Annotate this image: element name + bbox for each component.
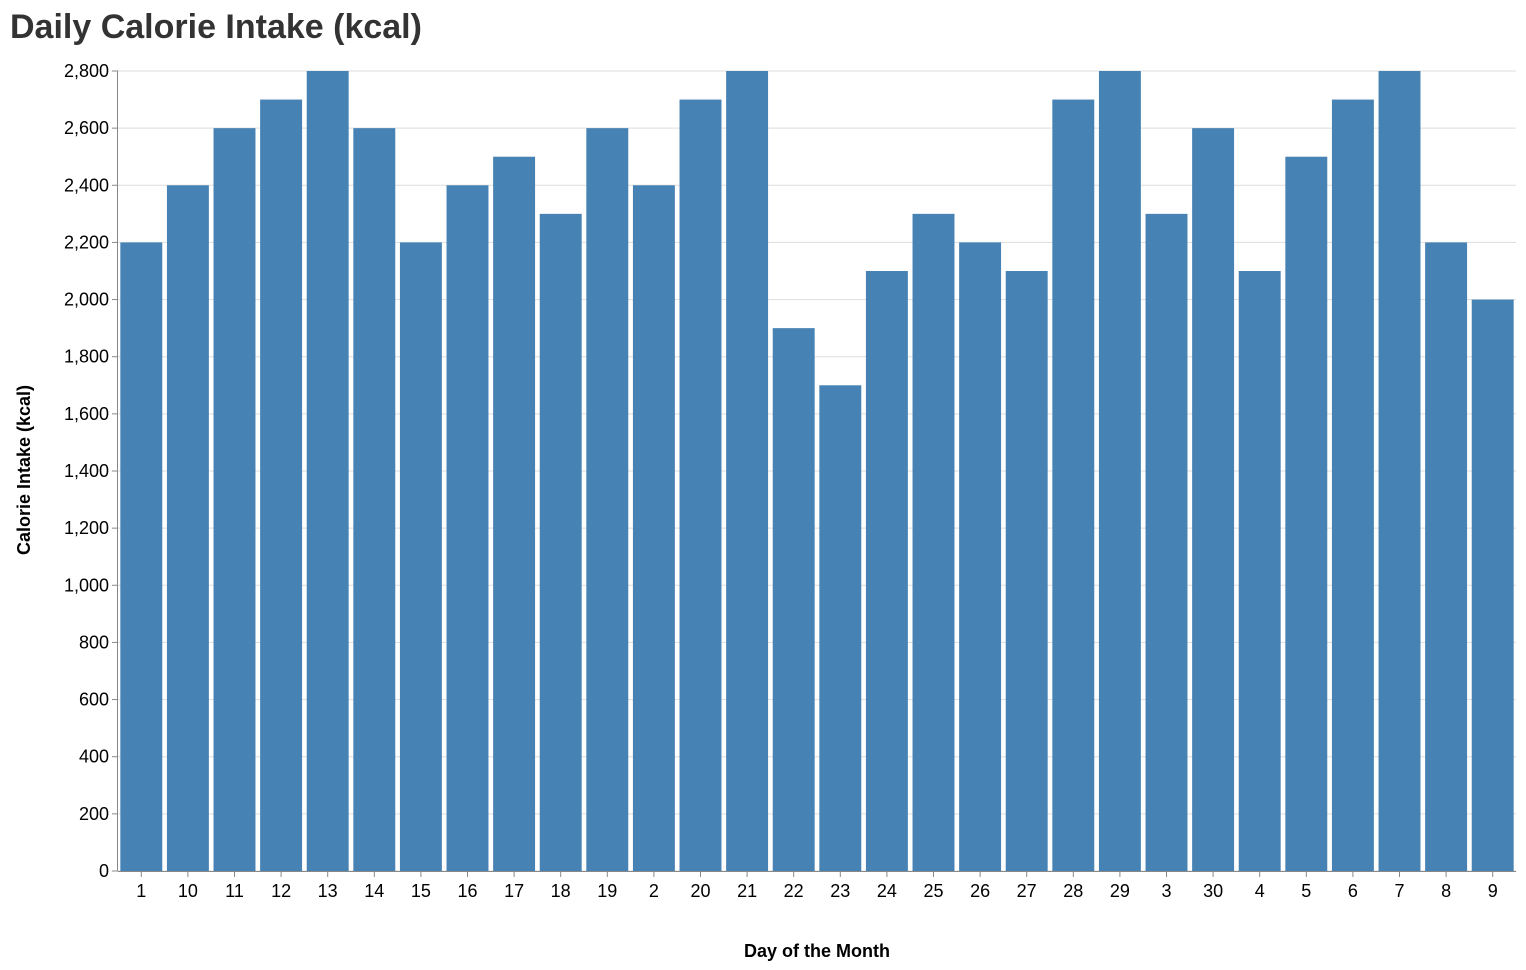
x-tick-label: 4: [1255, 881, 1265, 901]
bar: [1145, 213, 1188, 871]
bar: [959, 242, 1002, 871]
x-tick-label: 27: [1017, 881, 1037, 901]
grid-lines: [118, 70, 1516, 872]
bars-group: [120, 71, 1514, 872]
y-tick-label: 2,000: [64, 290, 109, 310]
x-tick-label: 17: [504, 881, 524, 901]
bar: [632, 185, 675, 872]
x-axis: 1 10 11 12 13 14 15 16 17 18 19 2 20 21 22 23 24 25 26 27 28…: [118, 871, 1516, 901]
x-tick-label: 20: [690, 881, 710, 901]
bar: [1005, 271, 1048, 871]
bar: [1425, 242, 1468, 871]
y-axis-title: Calorie Intake (kcal): [14, 385, 34, 555]
y-tick-label: 1,800: [64, 347, 109, 367]
x-axis-title: Day of the Month: [744, 941, 890, 961]
x-tick-label: 16: [457, 881, 477, 901]
bar: [1331, 99, 1374, 872]
x-tick-label: 8: [1441, 881, 1451, 901]
y-tick-label: 1,200: [64, 518, 109, 538]
bar: [1471, 299, 1514, 872]
x-tick-label: 26: [970, 881, 990, 901]
y-tick-label: 600: [79, 690, 109, 710]
y-tick-label: 2,200: [64, 232, 109, 252]
bar: [1052, 99, 1095, 872]
bar: [726, 71, 769, 871]
bar: [353, 128, 396, 872]
chart-title: Daily Calorie Intake (kcal): [10, 8, 422, 46]
x-tick-label: 11: [225, 881, 244, 901]
x-tick-label: 21: [737, 881, 757, 901]
x-tick-label: 12: [271, 881, 291, 901]
x-tick-label: 14: [364, 881, 384, 901]
bar: [586, 128, 629, 872]
bar: [912, 213, 955, 871]
bar: [679, 99, 722, 872]
y-tick-label: 400: [79, 747, 109, 767]
bar: [819, 385, 862, 871]
x-tick-label: 19: [597, 881, 617, 901]
x-tick-label: 28: [1063, 881, 1083, 901]
x-tick-label: 29: [1110, 881, 1130, 901]
bar: [1238, 271, 1281, 871]
bar: [213, 128, 256, 872]
y-axis: 0 200 400 600 800 1,000 1,200 1,400 1,600 1,800 2,…: [64, 61, 118, 881]
x-tick-label: 10: [178, 881, 198, 901]
bar: [1192, 128, 1235, 872]
bar: [539, 213, 582, 871]
x-tick-label: 25: [923, 881, 943, 901]
x-tick-label: 22: [784, 881, 804, 901]
bar: [1285, 156, 1328, 871]
bar: [120, 242, 163, 871]
y-tick-label: 1,000: [64, 575, 109, 595]
x-tick-label: 2: [649, 881, 659, 901]
bar: [1098, 71, 1141, 871]
bar: [260, 99, 303, 872]
x-tick-label: 6: [1348, 881, 1358, 901]
y-tick-label: 200: [79, 804, 109, 824]
x-tick-label: 23: [830, 881, 850, 901]
y-tick-label: 2,600: [64, 118, 109, 138]
x-tick-label: 9: [1488, 881, 1498, 901]
y-tick-label: 2,800: [64, 61, 109, 81]
y-tick-label: 0: [99, 861, 109, 881]
x-tick-label: 30: [1203, 881, 1223, 901]
bar: [446, 185, 489, 872]
x-tick-label: 5: [1301, 881, 1311, 901]
bar: [493, 156, 536, 871]
bar: [166, 185, 209, 872]
x-tick-label: 24: [877, 881, 897, 901]
bar: [865, 271, 908, 871]
x-tick-label: 7: [1394, 881, 1404, 901]
x-tick-label: 15: [411, 881, 431, 901]
x-tick-label: 3: [1161, 881, 1171, 901]
y-tick-label: 2,400: [64, 175, 109, 195]
bar: [306, 71, 349, 871]
y-tick-label: 1,400: [64, 461, 109, 481]
x-tick-label: 13: [318, 881, 338, 901]
x-tick-label: 1: [136, 881, 146, 901]
bar: [1378, 71, 1421, 871]
bar: [772, 328, 815, 872]
x-tick-label: 18: [551, 881, 571, 901]
y-tick-label: 800: [79, 632, 109, 652]
bar: [399, 242, 442, 871]
y-tick-label: 1,600: [64, 404, 109, 424]
